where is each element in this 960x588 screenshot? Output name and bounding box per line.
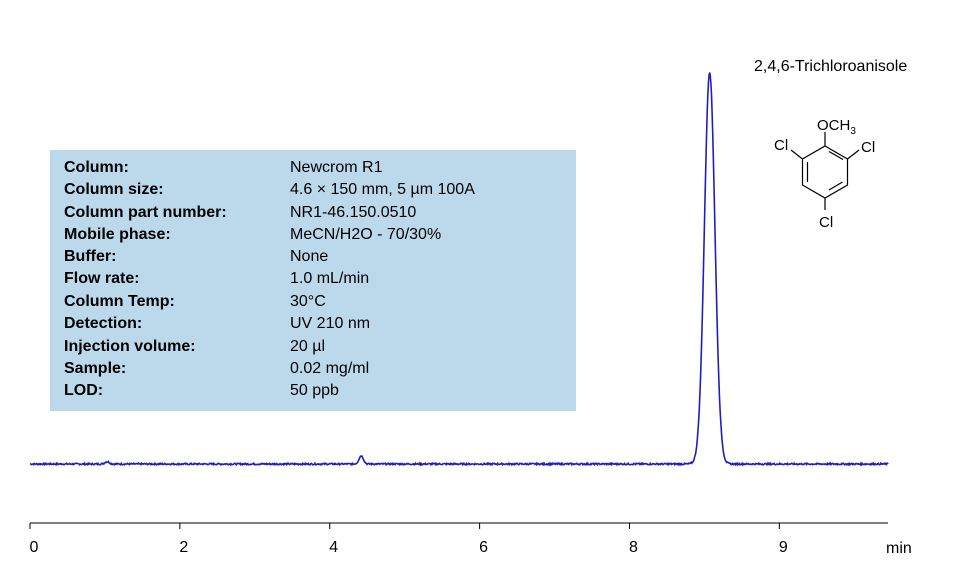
x-tick-label: 8 [629, 539, 638, 556]
x-axis-label: min [886, 540, 912, 557]
info-value: 50 ppb [290, 382, 339, 399]
info-value: None [290, 248, 329, 265]
ring-double-bond-2 [828, 181, 843, 191]
series-line [29, 72, 889, 467]
trace [29, 72, 889, 467]
x-tick-label: 6 [479, 539, 488, 556]
cl-label-bottom: Cl [819, 214, 833, 231]
info-value: 0.02 mg/ml [290, 360, 370, 377]
ring-double-bond-1 [828, 150, 844, 161]
info-label: Column part number: [64, 204, 227, 221]
info-value: 1.0 mL/min [290, 270, 370, 287]
info-label: Detection: [64, 315, 143, 332]
benzene-ring [801, 145, 849, 199]
cl-label-right: Cl [861, 139, 875, 156]
info-label: Flow rate: [64, 270, 140, 287]
bond-cl-right [847, 149, 860, 160]
x-tick-label: 4 [329, 539, 338, 556]
bond-cl-left [790, 149, 803, 160]
compound-name: 2,4,6-Trichloroanisole [754, 58, 908, 75]
structure-diagram: OCH3 Cl Cl Cl [774, 117, 875, 231]
info-label: Column: [64, 159, 129, 176]
info-value: 4.6 × 150 mm, 5 µm 100A [290, 181, 475, 198]
x-tick-label: 2 [179, 539, 188, 556]
info-label: LOD: [64, 382, 104, 399]
x-tick-label: 0 [30, 539, 39, 556]
method-info-box: Column: Newcrom R1 Column size: 4.6 × 150 … [50, 150, 576, 411]
info-label: Sample: [64, 360, 127, 377]
info-label: Mobile phase: [64, 226, 171, 243]
info-value: Newcrom R1 [290, 159, 383, 176]
info-value: 30°C [290, 293, 326, 310]
methoxy-label: OCH3 [817, 117, 856, 137]
x-axis-ticks: 0 2 4 6 8 9 [29, 523, 788, 556]
info-value: UV 210 nm [290, 315, 371, 332]
info-label: Buffer: [64, 248, 117, 265]
cl-label-left: Cl [774, 137, 788, 154]
info-value: MeCN/H2O - 70/30% [290, 226, 442, 243]
info-value: 20 µl [290, 338, 326, 355]
info-label: Column Temp: [64, 293, 175, 310]
info-value: NR1-46.150.0510 [290, 204, 417, 221]
info-label: Injection volume: [64, 338, 196, 355]
x-tick-label: 9 [779, 539, 788, 556]
info-label: Column size: [64, 181, 164, 198]
